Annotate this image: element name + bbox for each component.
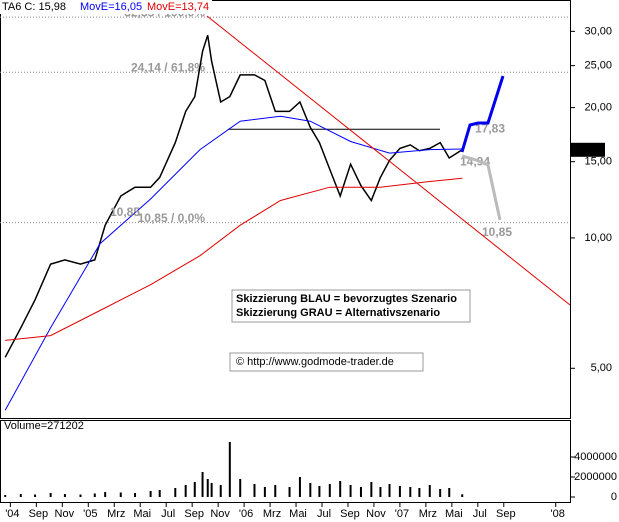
x-tick-label: Nov (210, 508, 230, 520)
blue-scenario (460, 75, 505, 153)
annotation: Skizzierung GRAU = Alternativszenario (236, 307, 440, 319)
last-price-marker (571, 142, 605, 157)
volume-bar (288, 487, 291, 497)
volume-bar (339, 481, 342, 497)
x-tick-label: '05 (83, 508, 97, 520)
legend-entry: TA6 C: 15,98 (2, 1, 66, 13)
price-line (4, 115, 463, 411)
volume-bar (418, 488, 421, 497)
volume-bar (428, 485, 431, 497)
x-tick-label: Sep (340, 508, 360, 520)
x-tick-label: Mai (133, 508, 151, 520)
x-tick-label: '08 (551, 508, 565, 520)
x-tick-label: Sep (29, 508, 49, 520)
x-tick-label: Mai (445, 508, 463, 520)
volume-bar (201, 472, 204, 497)
x-tick-label: '06 (239, 508, 253, 520)
volume-bar (174, 488, 177, 497)
grey-scenario (461, 154, 502, 221)
volume-bar (398, 486, 401, 497)
y-tick-label: 25,00 (584, 60, 612, 72)
legend-box (231, 289, 471, 323)
x-tick-label: '07 (395, 508, 409, 520)
target-label: 17,83 (475, 121, 505, 135)
x-tick-label: Jul (161, 508, 175, 520)
volume-bar (239, 479, 242, 497)
x-tick-label: Mrz (419, 508, 437, 520)
volume-bar (439, 489, 442, 497)
legend-entry: MovE=16,05 (80, 1, 142, 13)
fib-label: 24,14 / 61,8% (131, 60, 205, 74)
price-line (5, 177, 463, 341)
volume-bar (206, 479, 209, 497)
volume-bar (34, 494, 37, 497)
volume-bar (63, 494, 66, 497)
price-frame (0, 0, 571, 419)
x-tick-label: '04 (5, 508, 19, 520)
annotation: Skizzierung BLAU = bevorzugtes Szenario (236, 293, 457, 305)
volume-bar (263, 487, 266, 497)
volume-bar (359, 487, 362, 497)
volume-bar (134, 493, 137, 497)
volume-bar (184, 485, 187, 497)
volume-bar (93, 493, 96, 497)
y-tick-label: 20,00 (584, 102, 612, 114)
volume-bar (318, 486, 321, 497)
x-tick-label: Sep (184, 508, 204, 520)
y-tick-label: 0 (611, 491, 617, 503)
y-tick-label: 15,00 (584, 156, 612, 168)
volume-bar (298, 477, 301, 497)
volume-bar (370, 482, 373, 497)
volume-bar (228, 442, 231, 497)
x-tick-label: Mrz (107, 508, 125, 520)
trend-line (206, 15, 571, 306)
volume-bar (274, 485, 277, 497)
y-tick-label: 4000000 (574, 451, 617, 463)
volume-bar (448, 488, 451, 497)
annotation: 10,85 (110, 205, 140, 219)
x-tick-label: Sep (496, 508, 516, 520)
volume-bar (253, 484, 256, 497)
volume-bar (149, 491, 152, 497)
volume-bar (119, 492, 122, 497)
target-label: 10,85 (482, 225, 512, 239)
volume-bar (19, 494, 22, 497)
x-tick-label: Nov (55, 508, 75, 520)
volume-bar (309, 483, 312, 497)
y-tick-label: 2000000 (574, 471, 617, 483)
y-tick-label: 30,00 (584, 25, 612, 37)
y-tick-label: 10,00 (584, 232, 612, 244)
x-tick-label: Nov (366, 508, 386, 520)
legend-entry: MovE=13,74 (147, 1, 209, 13)
copyright-box (229, 352, 424, 372)
x-tick-label: Mai (289, 508, 307, 520)
header-bg (0, 0, 212, 14)
volume-bar (219, 485, 222, 497)
last-price-label: 15,98 (574, 144, 602, 156)
x-tick-label: Mrz (263, 508, 281, 520)
y-tick-label: 5,00 (591, 362, 612, 374)
volume-bar (210, 483, 213, 497)
x-tick-label: Jul (317, 508, 331, 520)
volume-bar (104, 492, 107, 497)
fib-label: 10,85 / 0,0% (138, 211, 206, 225)
volume-title: Volume=271202 (4, 420, 84, 432)
x-tick-label: Jul (473, 508, 487, 520)
volume-bar (461, 494, 464, 497)
volume-frame (0, 420, 571, 503)
annotation: © http://www.godmode-trader.de (236, 356, 394, 368)
volume-bar (4, 495, 7, 497)
volume-bar (158, 490, 161, 497)
volume-bar (349, 485, 352, 497)
volume-bar (49, 493, 52, 497)
volume-bar (379, 487, 382, 497)
price-line (4, 34, 463, 358)
volume-bar (79, 494, 82, 497)
volume-bar (388, 484, 391, 497)
volume-bar (409, 487, 412, 497)
volume-bar (328, 484, 331, 497)
volume-bar (193, 482, 196, 497)
